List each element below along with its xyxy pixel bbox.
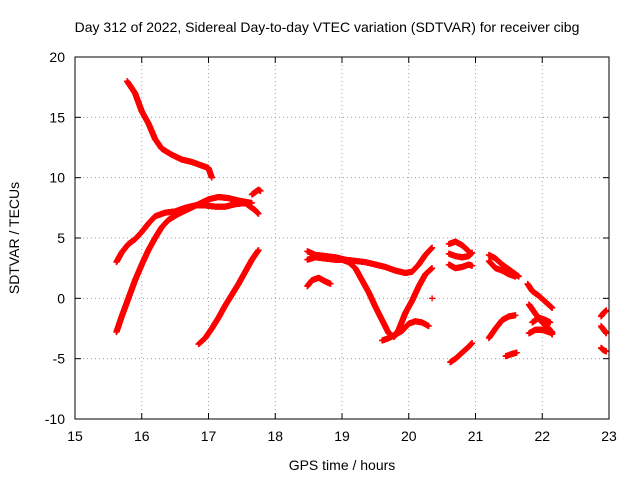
x-tick-label: 22 [534, 428, 550, 444]
y-tick-label: -10 [45, 411, 65, 427]
series-arc-5 [195, 247, 262, 348]
x-tick-label: 19 [334, 428, 350, 444]
series-arc-13 [445, 261, 476, 272]
series-arc-14 [447, 339, 476, 366]
y-tick-label: 10 [49, 170, 65, 186]
series-arc-8 [304, 274, 334, 290]
series-arc-3 [113, 193, 255, 336]
x-tick-label: 15 [67, 428, 83, 444]
y-tick-label: -5 [53, 351, 66, 367]
x-tick-label: 23 [601, 428, 617, 444]
axis-ticks: 15 16 17 18 19 20 21 22 23 -10 -5 0 5 10 15 20 [45, 49, 617, 444]
series-arc-12 [445, 249, 476, 261]
data-point [208, 174, 215, 181]
data-points [113, 78, 610, 366]
y-tick-label: 0 [57, 290, 65, 306]
series-arc-4 [248, 186, 264, 198]
x-tick-label: 18 [267, 428, 283, 444]
x-tick-label: 16 [134, 428, 150, 444]
data-point [429, 295, 436, 302]
y-tick-label: 20 [49, 49, 65, 65]
data-point [255, 210, 262, 217]
series-arc-2 [113, 200, 262, 266]
x-tick-label: 17 [201, 428, 217, 444]
series-arc-10 [429, 295, 436, 302]
y-tick-label: 15 [49, 109, 65, 125]
x-tick-label: 21 [468, 428, 484, 444]
x-tick-label: 20 [401, 428, 417, 444]
series-arc-1 [124, 78, 215, 181]
y-tick-label: 5 [57, 230, 65, 246]
chart-title: Day 312 of 2022, Sidereal Day-to-day VTE… [75, 19, 580, 35]
